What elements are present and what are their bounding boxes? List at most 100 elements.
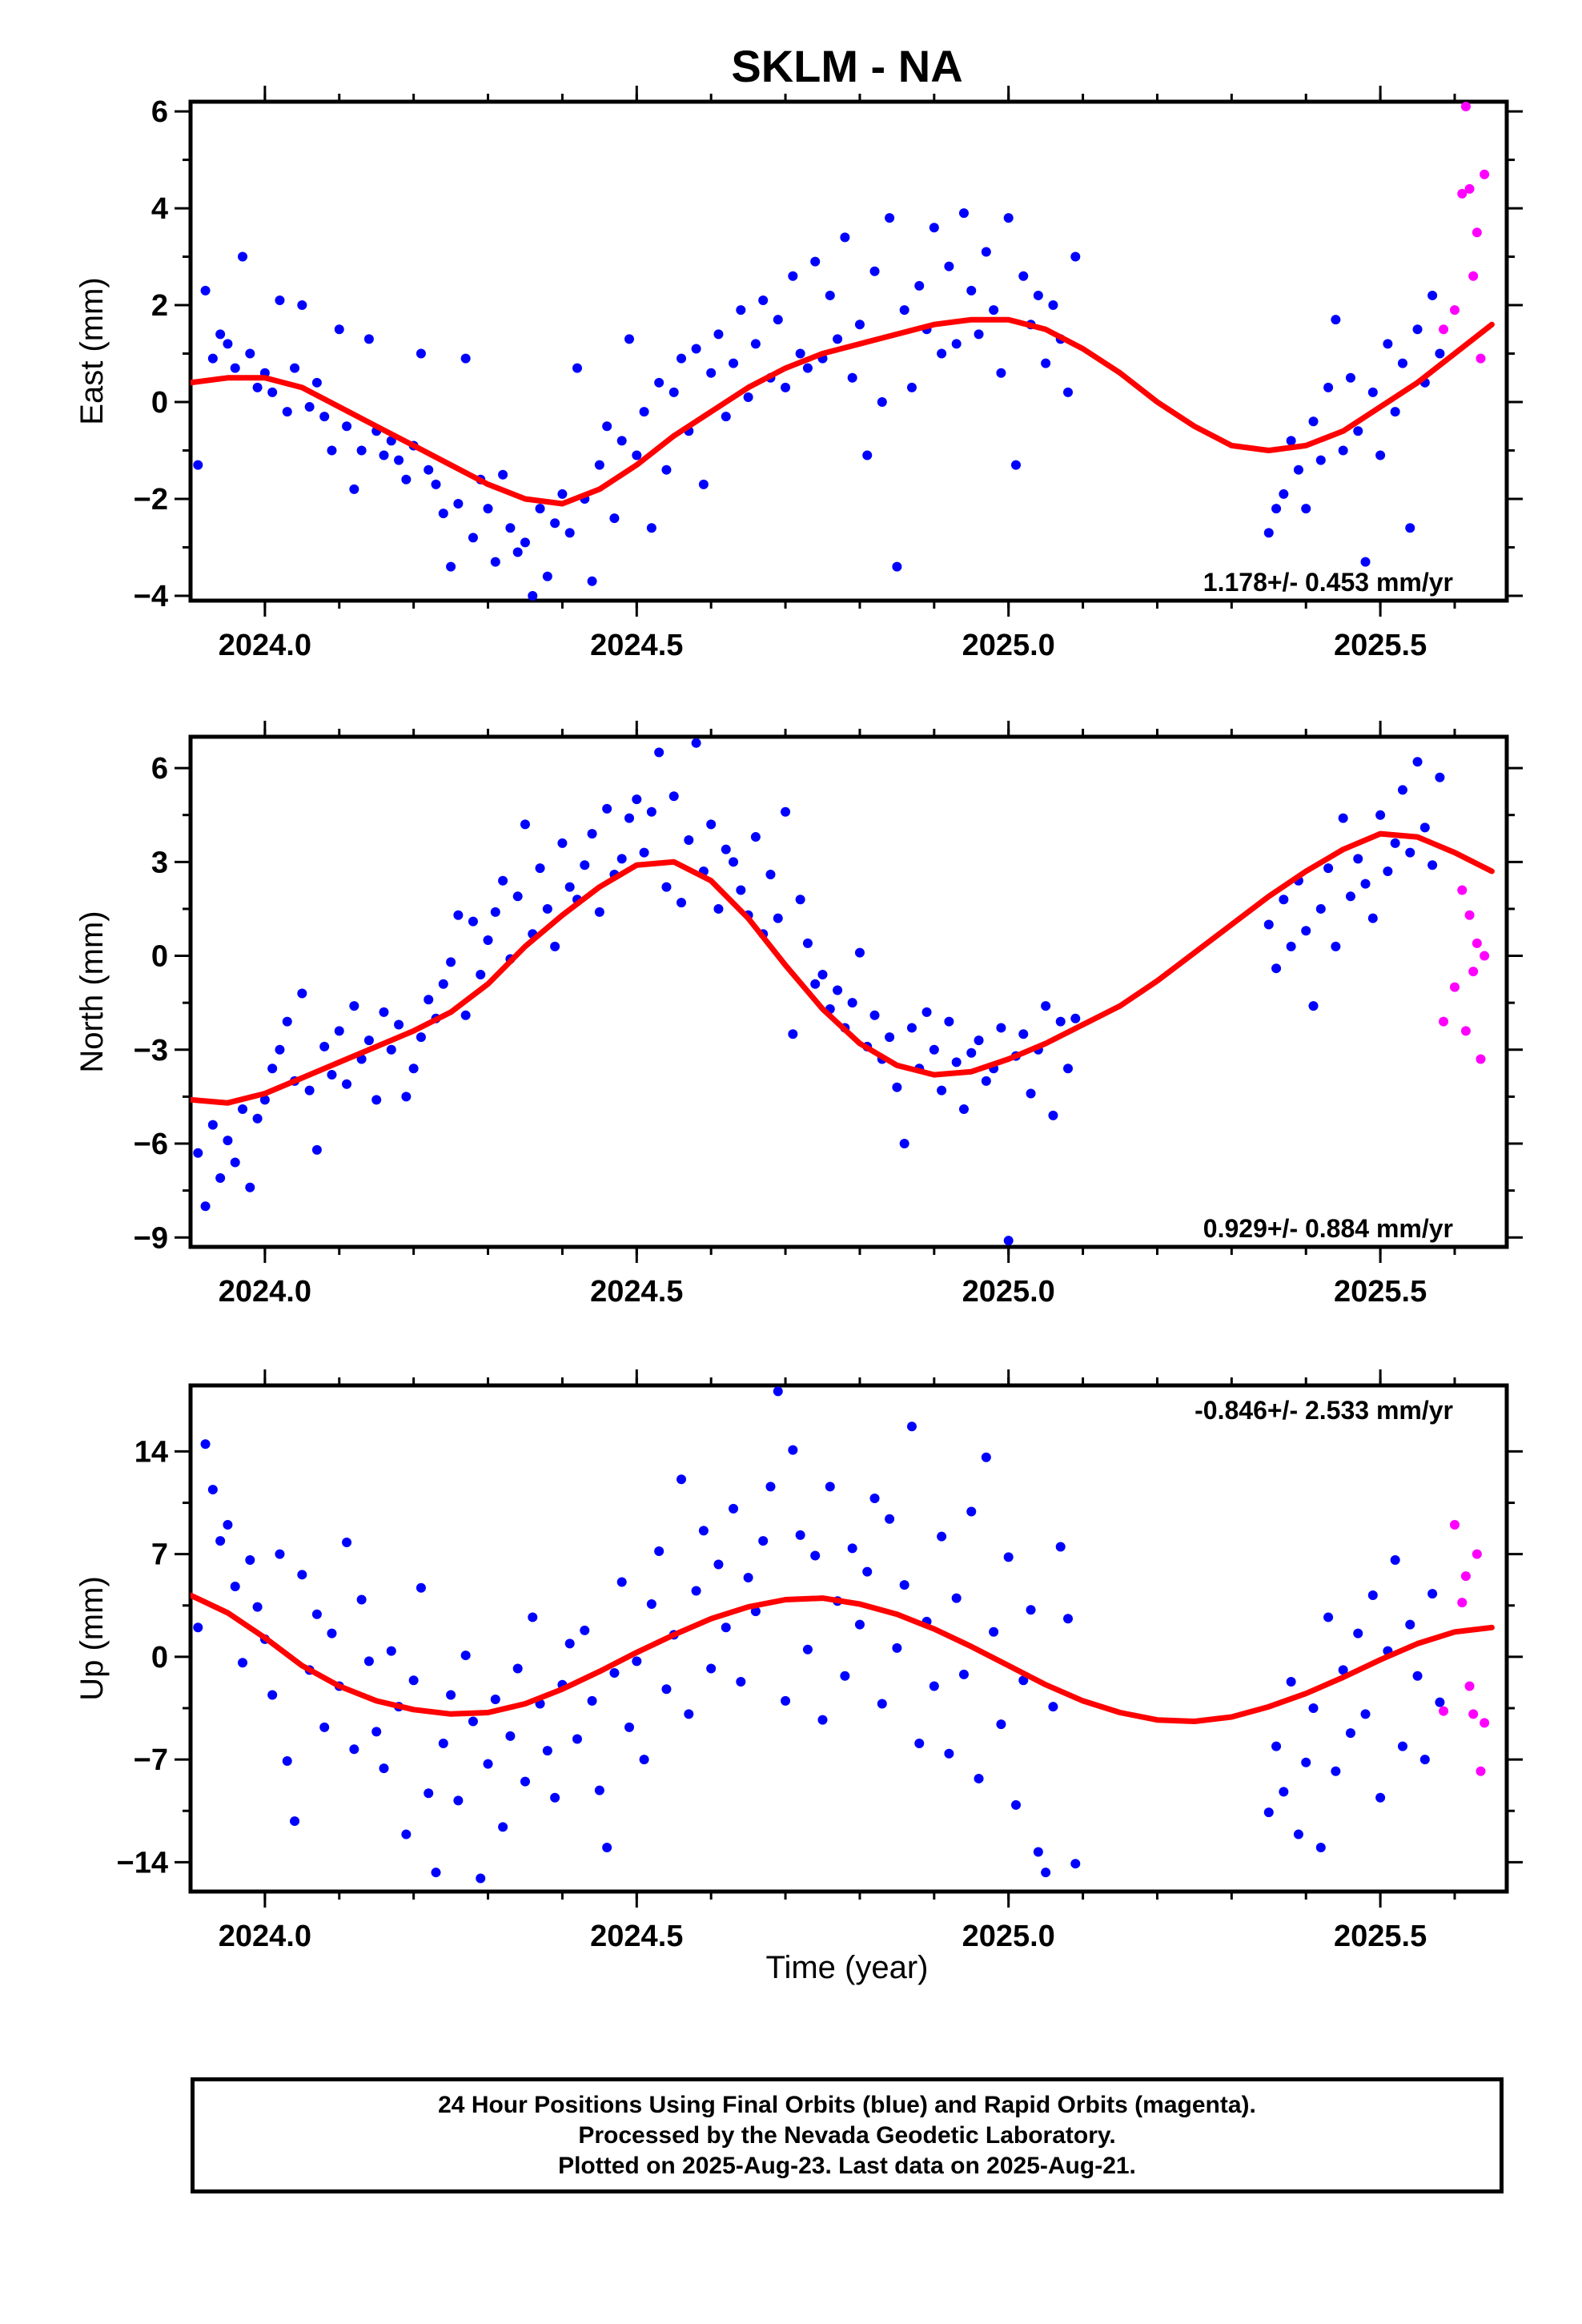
y-tick-label: 7 [151,1538,168,1572]
final-orbit-point [460,1010,471,1020]
final-orbit-point [691,344,701,354]
final-orbit-point [1375,810,1386,820]
final-orbit-point [304,402,315,412]
x-tick-label: 2025.5 [1334,1275,1427,1309]
final-orbit-point [1279,489,1289,499]
rapid-orbit-point [1449,1520,1460,1530]
final-orbit-point [1427,290,1438,300]
final-orbit-point [616,1577,627,1587]
final-orbit-point [207,353,218,364]
final-orbit-point [311,377,322,388]
final-orbit-point [854,947,865,958]
final-orbit-point [594,907,604,917]
rapid-orbit-point [1457,188,1468,199]
rapid-orbit-point [1480,951,1490,961]
final-orbit-point [833,985,843,995]
final-orbit-point [1435,772,1445,782]
final-orbit-point [542,571,552,581]
final-orbit-point [1323,1612,1334,1622]
final-orbit-point [1338,445,1348,456]
final-orbit-point [363,334,374,344]
panel-data [191,102,1495,601]
final-orbit-point [498,1822,508,1832]
final-orbit-point [1405,847,1415,858]
final-orbit-point [684,1709,694,1719]
final-orbit-point [386,1646,396,1656]
final-orbit-point [520,537,530,548]
final-orbit-point [319,1041,330,1051]
final-orbit-point [632,1656,642,1667]
final-orbit-point [460,1651,471,1661]
y-tick-label: 6 [151,752,168,786]
final-orbit-point [706,819,717,830]
rapid-orbit-point [1476,353,1486,364]
final-orbit-point [788,1445,798,1455]
final-orbit-point [1041,1001,1051,1011]
final-orbit-point [729,857,739,867]
final-orbit-point [327,1628,337,1638]
final-orbit-point [1271,1741,1282,1751]
final-orbit-point [632,450,642,460]
rapid-orbit-point [1468,1709,1479,1719]
final-orbit-point [327,445,337,456]
final-orbit-point [609,1668,620,1679]
final-orbit-point [1412,757,1423,767]
final-orbit-point [542,903,552,914]
final-orbit-point [304,1085,315,1096]
final-orbit-point [1033,290,1043,300]
final-orbit-point [713,329,724,340]
final-orbit-point [379,450,389,460]
final-orbit-point [476,970,486,980]
final-orbit-point [817,970,828,980]
final-orbit-point [1063,1614,1073,1624]
final-orbit-point [379,1007,389,1017]
final-orbit-point [899,1580,909,1590]
final-orbit-point [1323,863,1334,874]
final-orbit-point [438,509,448,519]
final-orbit-point [1427,860,1438,870]
final-orbit-point [729,1503,739,1514]
final-orbit-point [862,450,873,460]
final-orbit-point [438,1738,448,1748]
final-orbit-point [781,1695,791,1706]
final-orbit-point [342,1079,352,1089]
final-orbit-point [408,1675,419,1686]
final-orbit-point [230,363,240,373]
final-orbit-point [750,832,761,842]
final-orbit-point [200,285,211,296]
final-orbit-point [624,334,634,344]
rapid-orbit-point [1457,1598,1468,1608]
final-orbit-point [616,436,627,446]
final-orbit-point [431,1868,441,1878]
final-orbit-point [416,348,426,359]
final-orbit-point [460,353,471,364]
final-orbit-point [951,339,962,349]
final-orbit-point [892,1642,902,1653]
y-tick-label: −9 [134,1221,168,1255]
final-orbit-point [698,479,709,489]
final-orbit-point [1271,963,1282,974]
final-orbit-point [245,348,255,359]
rapid-orbit-point [1439,324,1449,335]
final-orbit-point [1041,1868,1051,1878]
model-fit-curve [191,316,1495,507]
final-orbit-point [238,1658,248,1668]
y-tick-label: 0 [151,1641,168,1675]
final-orbit-point [193,1148,203,1158]
rate-annotation: 0.929+/- 0.884 mm/yr [1203,1214,1453,1243]
final-orbit-point [290,363,300,373]
final-orbit-point [1286,436,1296,446]
final-orbit-point [646,523,656,533]
final-orbit-point [424,1788,434,1799]
final-orbit-point [781,806,791,817]
final-orbit-point [1010,1799,1021,1810]
final-orbit-point [587,1695,597,1706]
final-orbit-point [885,1514,895,1524]
y-tick-label: 0 [151,386,168,420]
final-orbit-point [297,988,307,999]
final-orbit-point [311,1144,322,1155]
final-orbit-point [587,576,597,586]
final-orbit-point [200,1201,211,1212]
final-orbit-point [230,1581,240,1591]
